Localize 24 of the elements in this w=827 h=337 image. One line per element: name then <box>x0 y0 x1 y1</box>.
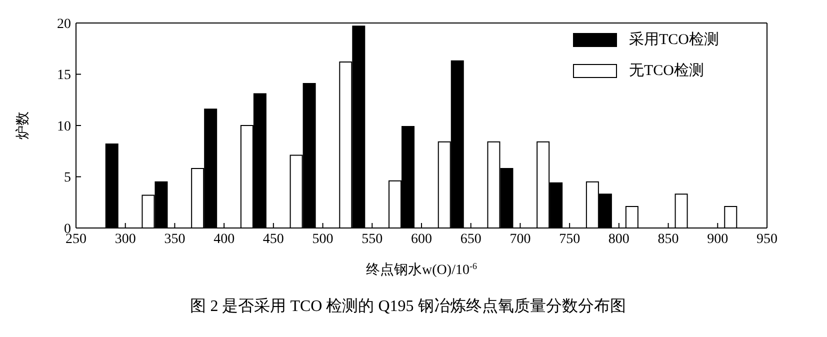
x-tick-label: 450 <box>262 232 284 247</box>
x-tick-label: 350 <box>164 232 186 247</box>
x-tick-label: 250 <box>66 232 86 247</box>
x-tick-label: 650 <box>460 232 482 247</box>
x-tick-label: 400 <box>214 232 235 247</box>
y-axis-title: 炉数 <box>14 112 31 140</box>
y-tick-label: 20 <box>57 16 71 32</box>
y-tick-label: 15 <box>57 68 71 84</box>
x-tick-label: 850 <box>658 232 679 247</box>
x-tick-label: 950 <box>756 232 778 247</box>
x-tick-label: 300 <box>114 232 136 247</box>
y-tick-label: 10 <box>57 119 71 134</box>
x-tick-label: 750 <box>559 232 580 247</box>
x-axis-title: 终点钢水w(O)/10$^{-6}$ <box>366 261 478 278</box>
x-tick-label: 900 <box>707 232 728 247</box>
x-tick-label: 600 <box>411 232 432 247</box>
x-tick-label: 700 <box>510 232 531 247</box>
x-tick-label: 800 <box>608 232 630 247</box>
y-tick-label: 5 <box>64 170 71 186</box>
x-tick-label: 550 <box>362 232 383 247</box>
x-tick-label: 500 <box>312 232 334 247</box>
legend-label: 采用TCO检测 <box>629 30 719 49</box>
text: 图 2 是否采用 TCO 检测的 Q195 钢冶炼终点氧质量分数分布图 <box>189 296 627 317</box>
legend-label: 无TCO检测 <box>629 62 704 80</box>
